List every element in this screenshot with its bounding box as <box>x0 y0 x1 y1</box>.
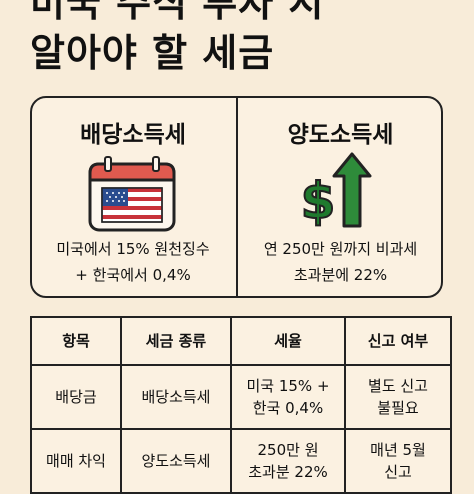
table-header-row: 항목 세금 종류 세율 신고 여부 <box>30 316 452 366</box>
capital-gains-desc-line-1: 연 250만 원까지 비과세 <box>263 240 418 258</box>
capital-gains-tax-description: 연 250만 원까지 비과세 초과분에 22% <box>238 236 443 288</box>
header-tax-type: 세금 종류 <box>120 316 232 366</box>
cell-rate-line-1: 미국 15% + <box>246 377 330 395</box>
tax-summary-table: 항목 세금 종류 세율 신고 여부 배당금 배당소득세 미국 15% + 한국 … <box>30 316 452 494</box>
cell-rate-line-2: 한국 0,4% <box>252 399 324 417</box>
page-title: 미국 주식 투자 시 알아야 할 세금 <box>30 0 460 78</box>
dividend-desc-line-1: 미국에서 15% 원천징수 <box>56 240 210 258</box>
table-row: 배당금 배당소득세 미국 15% + 한국 0,4% 별도 신고 불필요 <box>30 364 452 430</box>
cell-item: 매매 차익 <box>30 428 122 494</box>
capital-gains-desc-line-2: 초과분에 22% <box>293 266 388 284</box>
header-report: 신고 여부 <box>344 316 452 366</box>
cell-rate: 미국 15% + 한국 0,4% <box>230 364 346 430</box>
cell-rate-line-2: 초과분 22% <box>248 463 328 481</box>
svg-text:$: $ <box>301 172 336 230</box>
dividend-tax-description: 미국에서 15% 원천징수 + 한국에서 0,4% <box>30 236 236 288</box>
cell-tax-type: 배당소득세 <box>120 364 232 430</box>
dollar-up-arrow-icon: $ <box>300 152 372 230</box>
cell-item: 배당금 <box>30 364 122 430</box>
title-line-2: 알아야 할 세금 <box>30 31 275 75</box>
cell-report-line-2: 불필요 <box>377 399 419 417</box>
capital-gains-tax-title: 양도소득세 <box>287 122 394 148</box>
us-flag-calendar-icon <box>88 156 176 232</box>
cell-report-line-1: 매년 5월 <box>370 441 426 459</box>
dividend-desc-line-2: + 한국에서 0,4% <box>75 266 191 284</box>
cell-report: 별도 신고 불필요 <box>344 364 452 430</box>
header-item: 항목 <box>30 316 122 366</box>
cell-report: 매년 5월 신고 <box>344 428 452 494</box>
cell-rate-line-1: 250만 원 <box>257 441 319 459</box>
table-row: 매매 차익 양도소득세 250만 원 초과분 22% 매년 5월 신고 <box>30 428 452 494</box>
dividend-tax-title: 배당소득세 <box>80 122 186 148</box>
cell-rate: 250만 원 초과분 22% <box>230 428 346 494</box>
title-line-1: 미국 주식 투자 시 <box>30 0 325 25</box>
header-rate: 세율 <box>230 316 346 366</box>
cell-tax-type: 양도소득세 <box>120 428 232 494</box>
cell-report-line-1: 별도 신고 <box>368 377 428 395</box>
panel-divider <box>236 97 238 297</box>
cell-report-line-2: 신고 <box>384 463 412 481</box>
